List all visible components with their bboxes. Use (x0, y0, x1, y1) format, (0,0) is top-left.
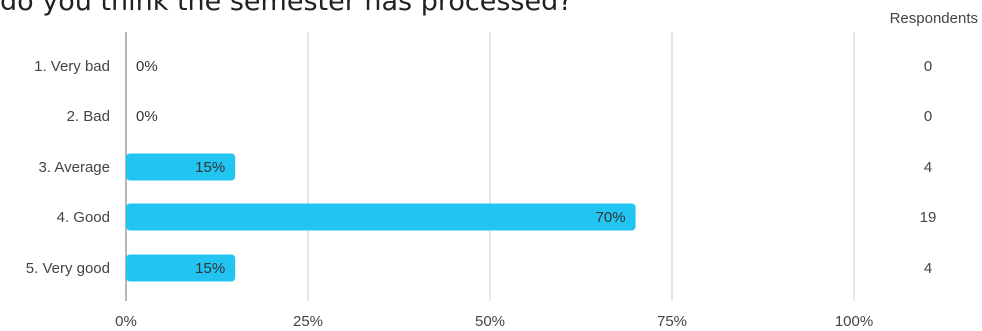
x-tick-label: 100% (835, 313, 873, 330)
bar-value-label: 0% (136, 108, 158, 125)
category-label: 4. Good (57, 209, 110, 226)
respondent-count: 19 (920, 209, 937, 226)
category-label: 1. Very bad (34, 58, 110, 75)
category-label: 5. Very good (26, 260, 110, 277)
x-tick-label: 25% (293, 313, 323, 330)
x-tick-label: 75% (657, 313, 687, 330)
bar-value-label: 70% (596, 209, 626, 226)
respondent-count: 4 (924, 159, 932, 176)
bar (126, 153, 236, 181)
question-title: do you think the semester has processed? (0, 0, 573, 17)
respondents-header: Respondents (889, 10, 978, 27)
category-label: 3. Average (39, 159, 110, 176)
respondent-count: 0 (924, 58, 932, 75)
bar (126, 254, 236, 282)
category-label: 2. Bad (67, 108, 110, 125)
x-tick-label: 50% (475, 313, 505, 330)
respondent-count: 0 (924, 108, 932, 125)
x-tick-label: 0% (115, 313, 137, 330)
respondent-count: 4 (924, 260, 932, 277)
bar (126, 203, 636, 231)
bar-value-label: 15% (195, 159, 225, 176)
bar-value-label: 0% (136, 58, 158, 75)
bar-value-label: 15% (195, 260, 225, 277)
